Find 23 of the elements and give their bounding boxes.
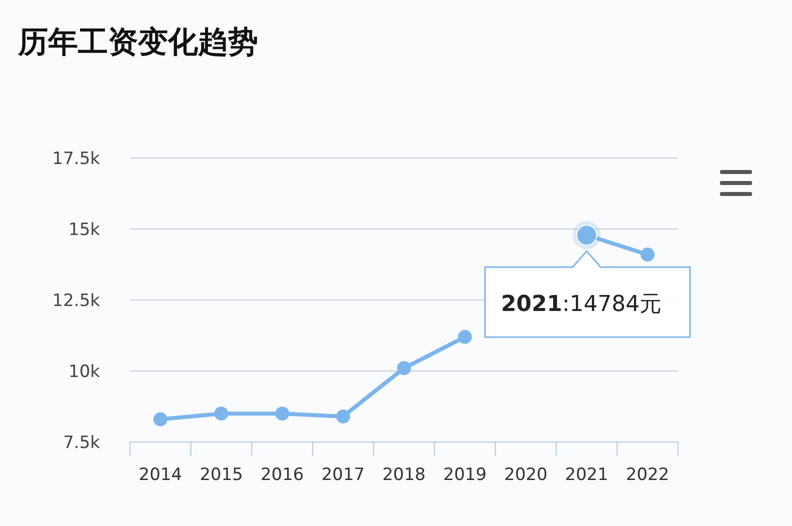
- point: [214, 406, 228, 421]
- x-tick-label: 2018: [382, 465, 426, 485]
- chart-title: 历年工资变化趋势: [17, 25, 258, 60]
- y-tick-label: 7.5k: [63, 433, 100, 453]
- y-tick-label: 12.5k: [52, 291, 100, 311]
- x-tick-label: 2014: [138, 465, 182, 485]
- x-tick-label: 2019: [443, 465, 487, 485]
- x-tick-label: 2021: [565, 465, 608, 485]
- x-tick-label: 2020: [504, 465, 548, 485]
- x-tick-label: 2015: [200, 465, 243, 485]
- point: [458, 330, 472, 344]
- point: [275, 406, 290, 421]
- y-tick-label: 17.5k: [52, 149, 100, 169]
- point: [336, 409, 350, 424]
- y-tick-label: 15k: [68, 220, 100, 240]
- annotation: 2021:14784元: [501, 292, 662, 318]
- y-tick-label: 10k: [68, 362, 100, 382]
- x-tick-label: 2022: [626, 465, 670, 485]
- point: [153, 412, 168, 426]
- point: [397, 361, 411, 376]
- x-tick-label: 2017: [321, 465, 365, 485]
- point: [640, 248, 655, 262]
- x-tick-label: 2016: [260, 465, 304, 485]
